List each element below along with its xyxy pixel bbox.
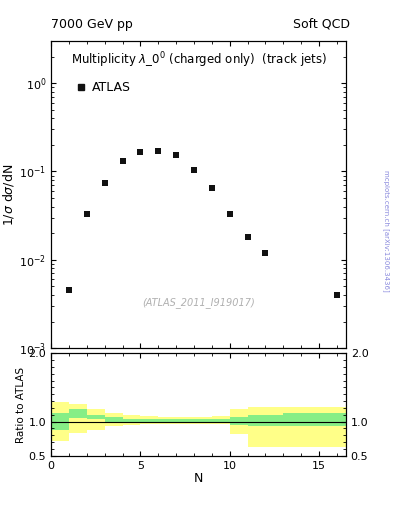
Text: Multiplicity $\lambda$_0$^0$ (charged only)  (track jets): Multiplicity $\lambda$_0$^0$ (charged on… (71, 50, 326, 70)
X-axis label: N: N (194, 472, 203, 485)
Y-axis label: Ratio to ATLAS: Ratio to ATLAS (16, 367, 26, 442)
Text: Soft QCD: Soft QCD (293, 18, 350, 31)
Text: ATLAS: ATLAS (92, 80, 131, 94)
Text: (ATLAS_2011_I919017): (ATLAS_2011_I919017) (142, 296, 255, 308)
Text: mcplots.cern.ch [arXiv:1306.3436]: mcplots.cern.ch [arXiv:1306.3436] (383, 169, 390, 291)
Y-axis label: 1/$\sigma$ d$\sigma$/dN: 1/$\sigma$ d$\sigma$/dN (2, 163, 17, 226)
Text: 7000 GeV pp: 7000 GeV pp (51, 18, 133, 31)
